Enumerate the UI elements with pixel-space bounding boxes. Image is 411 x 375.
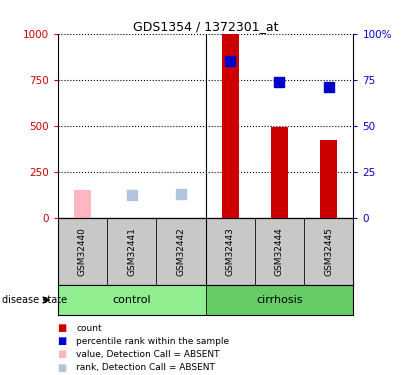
Text: ■: ■ bbox=[58, 363, 67, 372]
Point bbox=[227, 58, 233, 64]
Bar bbox=[107, 217, 156, 285]
Text: GSM32445: GSM32445 bbox=[324, 227, 333, 276]
Point bbox=[326, 84, 332, 90]
Text: GSM32441: GSM32441 bbox=[127, 227, 136, 276]
Text: count: count bbox=[76, 324, 102, 333]
Text: GSM32443: GSM32443 bbox=[226, 227, 235, 276]
Text: GSM32440: GSM32440 bbox=[78, 227, 87, 276]
Text: percentile rank within the sample: percentile rank within the sample bbox=[76, 337, 229, 346]
Point bbox=[128, 192, 135, 198]
Bar bbox=[206, 285, 353, 315]
Text: GSM32442: GSM32442 bbox=[176, 227, 185, 276]
Point bbox=[178, 190, 184, 196]
Bar bbox=[58, 285, 206, 315]
Point bbox=[276, 78, 283, 84]
Text: ■: ■ bbox=[58, 350, 67, 359]
Text: ■: ■ bbox=[58, 336, 67, 346]
Text: disease state: disease state bbox=[2, 295, 67, 305]
Bar bbox=[320, 140, 337, 218]
Bar bbox=[271, 128, 288, 218]
Bar bbox=[255, 217, 304, 285]
Text: rank, Detection Call = ABSENT: rank, Detection Call = ABSENT bbox=[76, 363, 215, 372]
Text: GSM32444: GSM32444 bbox=[275, 227, 284, 276]
Text: control: control bbox=[112, 295, 151, 305]
Text: value, Detection Call = ABSENT: value, Detection Call = ABSENT bbox=[76, 350, 219, 359]
Bar bbox=[206, 217, 255, 285]
Bar bbox=[304, 217, 353, 285]
Title: GDS1354 / 1372301_at: GDS1354 / 1372301_at bbox=[133, 20, 278, 33]
Bar bbox=[156, 217, 206, 285]
Bar bbox=[222, 34, 239, 218]
Text: ■: ■ bbox=[58, 323, 67, 333]
Text: cirrhosis: cirrhosis bbox=[256, 295, 303, 305]
Bar bbox=[58, 217, 107, 285]
Bar bbox=[74, 190, 91, 217]
